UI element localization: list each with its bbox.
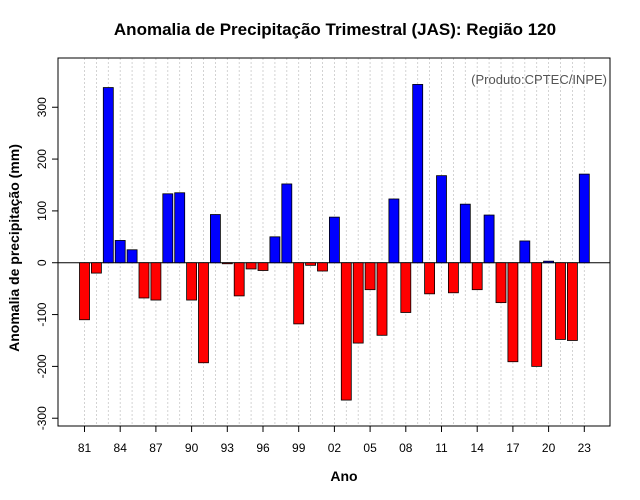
bar-1996 <box>257 262 269 271</box>
bar-2019 <box>531 262 543 367</box>
x-tick-label: 05 <box>363 441 377 455</box>
bar-1984 <box>114 240 126 264</box>
bar-1989 <box>174 192 186 264</box>
bar-2013 <box>459 203 471 264</box>
bar-2003 <box>340 262 352 401</box>
x-tick-label: 99 <box>292 441 306 455</box>
x-tick-label: 96 <box>256 441 270 455</box>
x-tick-label: 02 <box>328 441 342 455</box>
bar-2017 <box>507 262 519 363</box>
bar-2022 <box>567 262 578 341</box>
bar-1983 <box>102 87 114 264</box>
bar-1997 <box>269 236 281 264</box>
y-tick-label: 100 <box>35 201 49 221</box>
bar-2021 <box>555 262 566 340</box>
x-tick-label: 93 <box>221 441 235 455</box>
bar-2015 <box>483 214 495 264</box>
bar-1982 <box>91 262 102 274</box>
y-tick-label: 0 <box>35 259 49 266</box>
x-axis-title: Ano <box>330 468 357 484</box>
x-tick-label: 90 <box>185 441 199 455</box>
bar-1998 <box>281 183 293 264</box>
bar-2001 <box>317 262 328 272</box>
bar-2007 <box>388 198 400 264</box>
x-axis: 81 84 87 90 93 96 99 02 05 08 11 14 17 20 23 <box>78 426 591 455</box>
bar-1994 <box>233 262 245 297</box>
y-tick-label: 200 <box>35 149 49 169</box>
source-annotation: (Produto:CPTEC/INPE) <box>471 72 607 87</box>
x-tick-label: 87 <box>149 441 163 455</box>
x-tick-label: 84 <box>114 441 128 455</box>
y-tick-label: -200 <box>35 354 49 378</box>
bar-2016 <box>495 262 507 304</box>
x-tick-label: 17 <box>506 441 520 455</box>
bar-2006 <box>376 262 388 336</box>
bar-2002 <box>328 216 340 264</box>
bar-2012 <box>447 262 459 294</box>
y-tick-label: 300 <box>35 97 49 117</box>
x-tick-label: 23 <box>578 441 592 455</box>
bar-2004 <box>352 262 364 344</box>
bar-1987 <box>150 262 162 301</box>
bar-2014 <box>471 262 483 291</box>
chart-title: Anomalia de Precipitação Trimestral (JAS… <box>113 20 557 39</box>
bar-1991 <box>198 262 209 364</box>
y-tick-label: -100 <box>35 302 49 326</box>
bar-2018 <box>519 240 531 264</box>
bar-2009 <box>412 84 424 264</box>
x-tick-label: 14 <box>471 441 485 455</box>
bar-1995 <box>245 262 257 270</box>
x-tick-label: 81 <box>78 441 92 455</box>
bars <box>79 84 590 401</box>
bar-1990 <box>186 262 198 301</box>
bar-1985 <box>126 249 138 264</box>
bar-1986 <box>138 262 150 299</box>
bar-1988 <box>162 193 174 264</box>
bar-1992 <box>209 214 221 264</box>
x-tick-label: 11 <box>435 441 448 455</box>
bar-2000 <box>305 262 317 266</box>
bar-2023 <box>578 173 590 264</box>
x-tick-label: 08 <box>399 441 413 455</box>
bar-1993 <box>221 262 233 265</box>
y-axis-title: Anomalia de precipitação (mm) <box>6 144 22 352</box>
y-axis: -300 -200 -100 0 100 200 300 <box>35 97 58 430</box>
bar-2011 <box>436 175 447 264</box>
bar-2010 <box>424 262 436 295</box>
x-tick-label: 20 <box>542 441 556 455</box>
bar-2020 <box>543 260 554 264</box>
bar-2008 <box>400 262 412 313</box>
bar-1981 <box>79 262 90 321</box>
y-tick-label: -300 <box>35 406 49 430</box>
bar-1999 <box>293 262 305 325</box>
bar-2005 <box>364 262 376 291</box>
